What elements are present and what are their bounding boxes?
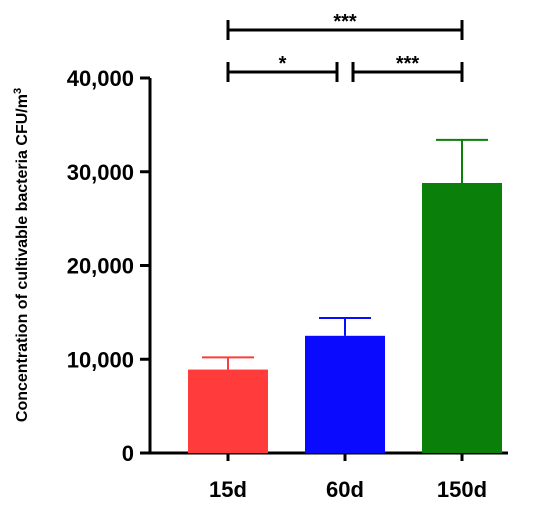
y-axis-title: Concentration of cultivable bacteria CFU… [12,88,31,422]
y-axis-label: Concentration of cultivable bacteria CFU… [12,88,31,422]
bar-15d [188,369,268,453]
y-tick-label: 40,000 [67,66,134,91]
significance-label: *** [333,11,357,33]
x-tick-label: 60d [326,477,364,502]
y-ticks: 0 10,000 20,000 30,000 40,000 [67,66,150,466]
x-tick-label: 150d [437,477,487,502]
significance-label: * [279,53,287,75]
y-axis-label-text: Concentration of cultivable bacteria CFU… [14,94,31,422]
x-tick-label: 15d [209,477,247,502]
bars [188,183,502,453]
y-tick-label: 10,000 [67,347,134,372]
y-tick-label: 20,000 [67,254,134,279]
significance-label: *** [396,53,420,75]
y-axis-label-superscript: 3 [12,88,24,94]
significance-brackets: * ****** [226,11,464,82]
bar-60d [305,335,385,453]
y-tick-label: 0 [122,441,134,466]
y-tick-label: 30,000 [67,160,134,185]
x-tick-labels: 15d 60d 150d [209,453,487,502]
error-bars [202,138,488,370]
bar-150d [422,183,502,453]
